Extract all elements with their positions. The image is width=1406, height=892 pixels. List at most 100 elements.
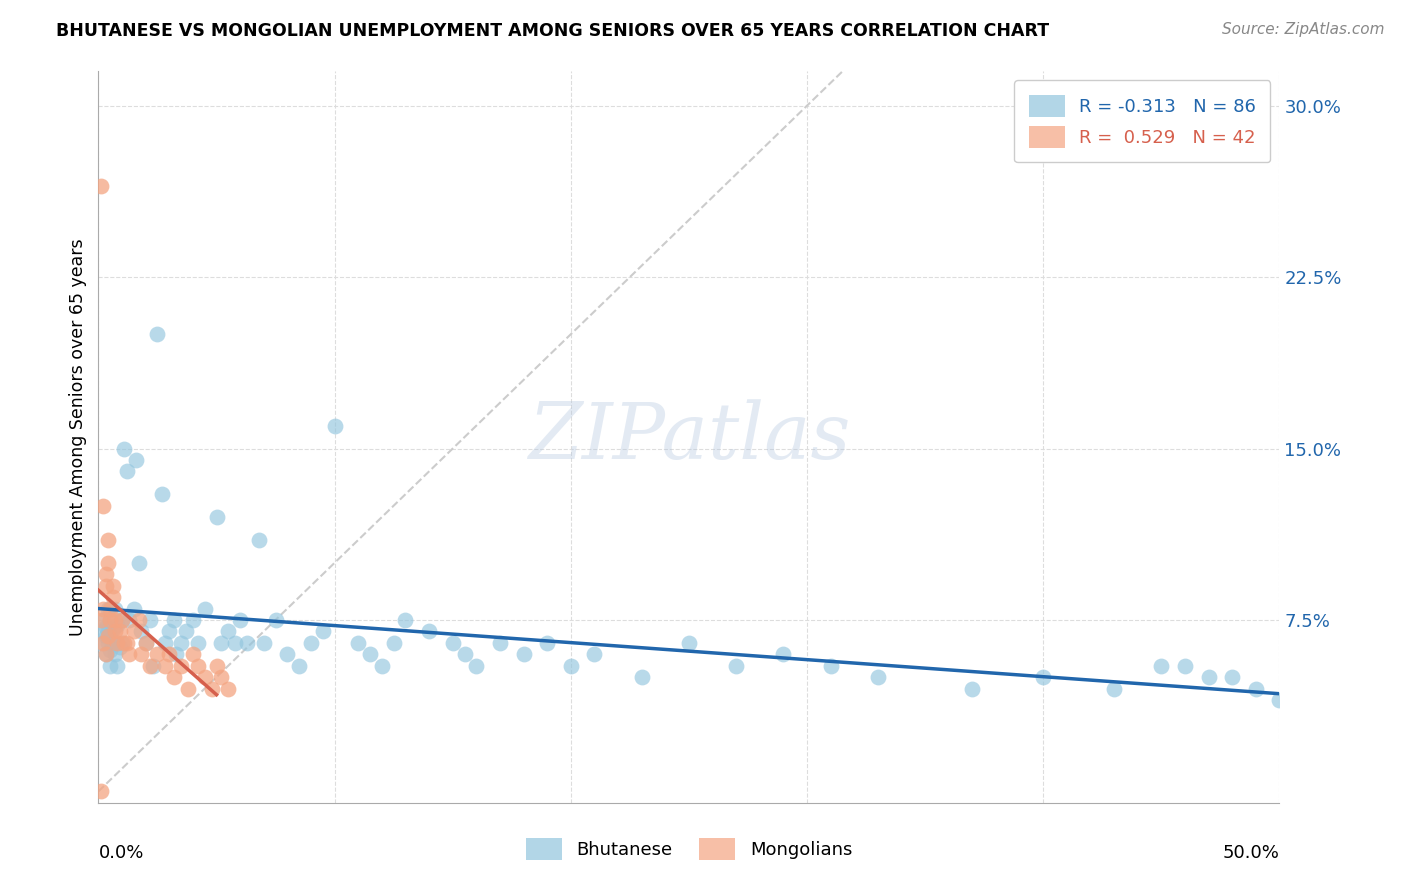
Point [104, 601, 127, 615]
Point [359, 647, 381, 661]
Point [165, 647, 187, 661]
Point [153, 636, 176, 650]
Point [101, 579, 124, 593]
Point [97, 629, 120, 643]
Point [820, 658, 842, 673]
Point [157, 647, 180, 661]
Point [174, 624, 197, 639]
Point [90, 613, 112, 627]
Point [150, 487, 173, 501]
Point [115, 636, 138, 650]
Point [209, 636, 232, 650]
Point [181, 613, 204, 627]
Point [1174, 658, 1197, 673]
Point [1032, 670, 1054, 684]
Text: Source: ZipAtlas.com: Source: ZipAtlas.com [1222, 22, 1385, 37]
Point [129, 647, 152, 661]
Point [163, 670, 186, 684]
Point [94, 629, 117, 643]
Point [128, 556, 150, 570]
Point [394, 613, 416, 627]
Point [91, 636, 114, 650]
Point [97, 601, 120, 615]
Point [187, 658, 209, 673]
Point [276, 647, 298, 661]
Text: BHUTANESE VS MONGOLIAN UNEMPLOYMENT AMONG SENIORS OVER 65 YEARS CORRELATION CHAR: BHUTANESE VS MONGOLIAN UNEMPLOYMENT AMON… [56, 22, 1049, 40]
Point [371, 658, 394, 673]
Point [128, 613, 150, 627]
Point [453, 647, 475, 661]
Point [90, 784, 112, 798]
Point [299, 636, 322, 650]
Point [118, 613, 141, 627]
Point [170, 658, 193, 673]
Point [122, 601, 145, 615]
Point [91, 613, 114, 627]
Point [104, 647, 127, 661]
Point [139, 658, 162, 673]
Point [101, 622, 124, 636]
Point [105, 617, 128, 632]
Point [91, 624, 114, 639]
Point [111, 636, 134, 650]
Point [94, 647, 117, 661]
Point [1198, 670, 1220, 684]
Point [98, 629, 121, 643]
Point [181, 647, 204, 661]
Y-axis label: Unemployment Among Seniors over 65 years: Unemployment Among Seniors over 65 years [69, 238, 87, 636]
Point [962, 681, 984, 696]
Text: ZIPatlas: ZIPatlas [527, 399, 851, 475]
Point [94, 579, 117, 593]
Point [153, 658, 176, 673]
Point [115, 464, 138, 478]
Point [105, 636, 128, 650]
Point [217, 681, 239, 696]
Legend: Bhutanese, Mongolians: Bhutanese, Mongolians [519, 830, 859, 867]
Point [97, 533, 120, 547]
Point [536, 636, 558, 650]
Point [97, 556, 120, 570]
Point [170, 636, 193, 650]
Point [201, 681, 224, 696]
Point [323, 418, 346, 433]
Point [1268, 693, 1291, 707]
Point [94, 567, 117, 582]
Point [118, 647, 141, 661]
Point [866, 670, 889, 684]
Point [101, 636, 124, 650]
Point [98, 613, 121, 627]
Point [142, 658, 165, 673]
Point [129, 624, 152, 639]
Point [253, 636, 276, 650]
Point [1244, 681, 1267, 696]
Point [90, 636, 112, 650]
Point [94, 647, 117, 661]
Point [725, 658, 748, 673]
Point [347, 636, 370, 650]
Point [288, 658, 311, 673]
Point [224, 636, 246, 650]
Point [146, 327, 169, 342]
Point [630, 670, 652, 684]
Point [90, 178, 112, 193]
Text: 50.0%: 50.0% [1223, 844, 1279, 862]
Point [135, 636, 157, 650]
Point [312, 624, 335, 639]
Point [441, 636, 464, 650]
Point [236, 636, 259, 650]
Point [112, 636, 135, 650]
Point [187, 636, 209, 650]
Point [772, 647, 794, 661]
Point [560, 658, 582, 673]
Point [98, 613, 121, 627]
Point [122, 624, 145, 639]
Point [678, 636, 700, 650]
Point [247, 533, 270, 547]
Point [194, 670, 217, 684]
Point [217, 624, 239, 639]
Point [111, 613, 134, 627]
Point [101, 590, 124, 604]
Point [264, 613, 287, 627]
Point [382, 636, 405, 650]
Point [108, 624, 131, 639]
